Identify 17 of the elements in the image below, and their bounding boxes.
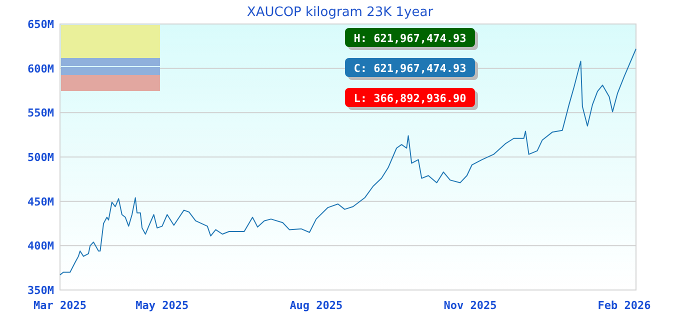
annotation: L: 366,892,936.90 [354,92,466,105]
y-tick-label: 600M [28,62,54,76]
y-tick-label: 650M [28,18,54,31]
chart-title: XAUCOP kilogram 23K 1year [246,5,434,20]
annotation: C: 621,967,474.93 [354,62,466,75]
y-tick-label: 550M [28,106,54,120]
annotation: H: 621,967,474.93 [354,32,466,45]
x-tick-label: Aug 2025 [290,299,343,312]
line-series [60,48,636,276]
y-tick-label: 350M [28,284,54,297]
x-tick-label: Mar 2025 [34,299,86,312]
x-tick-label: May 2025 [136,299,189,312]
y-tick-label: 450M [28,195,54,208]
x-tick-label: Nov 2025 [444,299,497,312]
x-tick-label: Feb 2026 [598,299,652,312]
y-tick-label: 400M [28,240,54,253]
y-tick-label: 500M [28,151,54,164]
